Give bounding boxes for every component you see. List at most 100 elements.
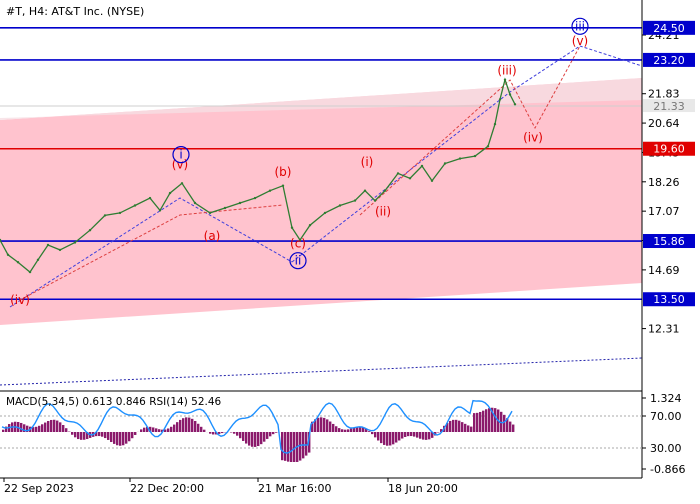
- wave-label-7: (i): [361, 155, 374, 169]
- price-point-44: [514, 103, 516, 105]
- macd-bar: [458, 421, 460, 432]
- macd-bar: [470, 427, 472, 432]
- macd-bar: [182, 418, 184, 432]
- price-point-32: [397, 172, 399, 174]
- macd-bar: [143, 428, 145, 432]
- price-point-18: [224, 207, 226, 209]
- macd-bar: [191, 419, 193, 432]
- macd-bar: [2, 430, 4, 432]
- macd-bar: [305, 432, 307, 456]
- macd-bar: [401, 432, 403, 439]
- macd-bar: [245, 432, 247, 444]
- macd-bar: [233, 432, 235, 434]
- level-tag-0: 24.50: [653, 22, 685, 35]
- macd-bar: [20, 423, 22, 432]
- price-point-25: [309, 224, 311, 226]
- price-point-7: [74, 241, 76, 243]
- macd-bar: [329, 422, 331, 432]
- macd-bar: [260, 432, 262, 444]
- indicator-tick-3: -0.866: [650, 463, 685, 476]
- price-point-41: [499, 98, 501, 100]
- price-tick-2: 20.64: [648, 117, 680, 130]
- price-point-28: [354, 199, 356, 201]
- price-point-12: [149, 197, 151, 199]
- price-point-9: [104, 214, 106, 216]
- macd-bar: [494, 408, 496, 432]
- time-tick-1: 22 Dec 20:00: [130, 482, 204, 495]
- macd-bar: [158, 429, 160, 432]
- macd-bar: [119, 432, 121, 446]
- macd-bar: [467, 425, 469, 432]
- price-point-42: [504, 79, 506, 81]
- macd-bar: [368, 431, 370, 432]
- macd-bar: [335, 426, 337, 432]
- macd-bar: [77, 432, 79, 439]
- macd-bar: [71, 432, 73, 435]
- indicator-label: MACD(5,34,5) 0.613 0.846 RSI(14) 52.46: [6, 396, 222, 408]
- price-point-38: [474, 155, 476, 157]
- wave-label-9: (iii): [497, 64, 516, 78]
- wave-label-0: (iv): [10, 293, 30, 307]
- price-point-39: [487, 145, 489, 147]
- macd-bar: [413, 432, 415, 437]
- macd-bar: [236, 432, 238, 436]
- price-point-26: [324, 212, 326, 214]
- macd-bar: [272, 432, 274, 434]
- price-point-29: [364, 190, 366, 192]
- macd-bar: [83, 432, 85, 440]
- macd-bar: [404, 432, 406, 437]
- level-tag-1: 23.20: [653, 54, 685, 67]
- price-point-3: [29, 271, 31, 273]
- macd-bar: [320, 417, 322, 432]
- macd-bar: [41, 424, 43, 432]
- wave-label-4: (b): [275, 165, 292, 179]
- current-price-label: 21.33: [653, 100, 685, 113]
- level-tag-3: 15.86: [653, 235, 685, 248]
- macd-bar: [263, 432, 265, 442]
- macd-bar: [122, 432, 124, 445]
- macd-bar: [101, 432, 103, 437]
- wave-label-6: ii: [295, 254, 302, 268]
- price-point-23: [291, 227, 293, 229]
- price-point-2: [17, 261, 19, 263]
- price-point-16: [194, 202, 196, 204]
- macd-bar: [221, 432, 223, 433]
- macd-bar: [377, 432, 379, 440]
- price-point-40: [494, 123, 496, 125]
- price-point-33: [409, 177, 411, 179]
- macd-bar: [338, 428, 340, 432]
- price-point-37: [459, 157, 461, 159]
- macd-bar: [275, 432, 277, 433]
- indicator-tick-0: 1.324: [650, 392, 682, 405]
- macd-bar: [485, 409, 487, 432]
- macd-bar: [74, 432, 76, 437]
- macd-bar: [185, 417, 187, 432]
- macd-bar: [482, 411, 484, 432]
- macd-bar: [425, 432, 427, 440]
- macd-bar: [110, 432, 112, 442]
- macd-bar: [50, 420, 52, 432]
- time-tick-3: 18 Jun 20:00: [388, 482, 458, 495]
- macd-bar: [341, 429, 343, 432]
- price-point-20: [254, 197, 256, 199]
- macd-bar: [383, 432, 385, 445]
- macd-bar: [257, 432, 259, 446]
- macd-bar: [392, 432, 394, 444]
- macd-bar: [62, 425, 64, 432]
- macd-bar: [395, 432, 397, 443]
- macd-bar: [254, 432, 256, 447]
- price-point-14: [169, 192, 171, 194]
- macd-bar: [152, 427, 154, 432]
- price-point-8: [89, 229, 91, 231]
- price-point-43: [509, 93, 511, 95]
- price-point-36: [444, 162, 446, 164]
- macd-bar: [323, 418, 325, 432]
- price-point-6: [59, 249, 61, 251]
- price-point-31: [384, 190, 386, 192]
- macd-bar: [464, 424, 466, 432]
- macd-bar: [344, 430, 346, 432]
- price-point-27: [339, 204, 341, 206]
- macd-bar: [449, 421, 451, 432]
